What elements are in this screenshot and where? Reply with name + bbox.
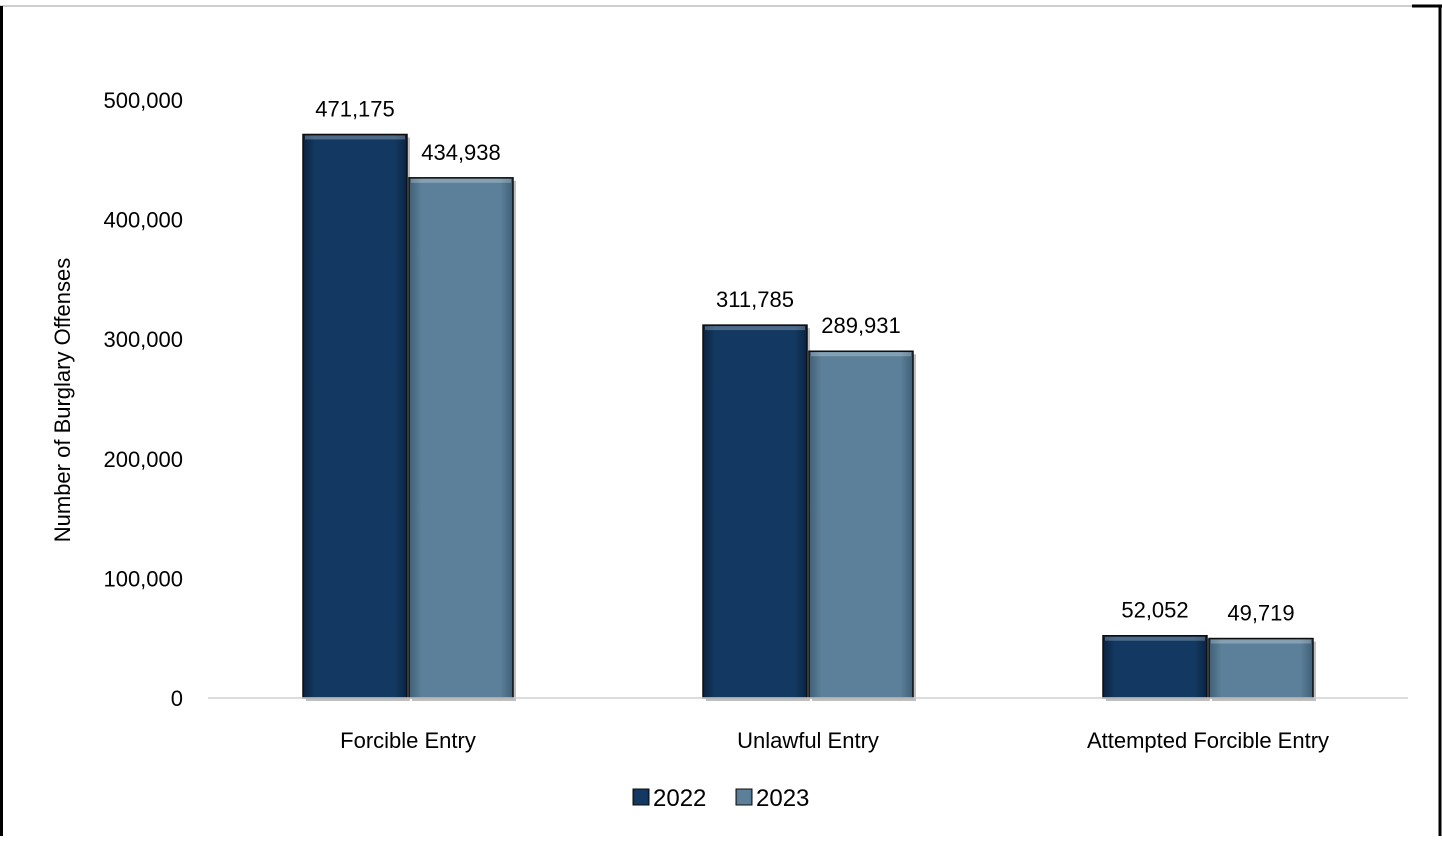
y-tick-label: 0: [171, 686, 183, 711]
data-label: 49,719: [1227, 601, 1294, 626]
y-tick-label: 100,000: [103, 566, 183, 591]
legend-label-2022: 2022: [653, 785, 706, 812]
x-category-label: Unlawful Entry: [737, 728, 879, 753]
legend-swatch-2022: [632, 788, 650, 806]
y-axis-label: Number of Burglary Offenses: [50, 258, 75, 543]
y-tick-label: 300,000: [103, 327, 183, 352]
data-label: 471,175: [315, 96, 395, 121]
bar-highlight: [705, 326, 805, 331]
legend-swatch-2023: [735, 788, 753, 806]
bar-highlight: [411, 178, 511, 183]
bar-highlight: [811, 352, 911, 357]
y-tick-label: 500,000: [103, 88, 183, 113]
bar-2022-0: [302, 133, 408, 699]
y-tick-label: 200,000: [103, 447, 183, 472]
y-axis-ticks: 0 100,000 200,000 300,000 400,000 500,000: [103, 88, 183, 711]
bar-2022-1: [702, 324, 808, 699]
data-label: 311,785: [716, 287, 794, 312]
bar-2023-2: [1208, 637, 1314, 699]
bar-2023-0: [408, 177, 514, 699]
bars: 471,175 434,938 311,785 289,931 52,052 49,719: [302, 96, 1316, 701]
bar-highlight: [305, 135, 405, 140]
data-label: 289,931: [821, 313, 901, 338]
legend-label-2023: 2023: [756, 785, 809, 812]
data-label: 434,938: [421, 140, 501, 165]
category-labels: Forcible Entry Unlawful Entry Attempted Fo…: [340, 728, 1329, 753]
bar-highlight: [1105, 636, 1205, 641]
bar-2023-1: [808, 350, 914, 699]
legend: 2022 2023: [632, 785, 809, 812]
y-tick-label: 400,000: [103, 208, 183, 233]
x-category-label: Forcible Entry: [340, 728, 476, 753]
bar-highlight: [1211, 639, 1311, 644]
data-label: 52,052: [1121, 598, 1188, 623]
x-category-label: Attempted Forcible Entry: [1087, 728, 1329, 753]
bar-2022-2: [1102, 634, 1208, 699]
